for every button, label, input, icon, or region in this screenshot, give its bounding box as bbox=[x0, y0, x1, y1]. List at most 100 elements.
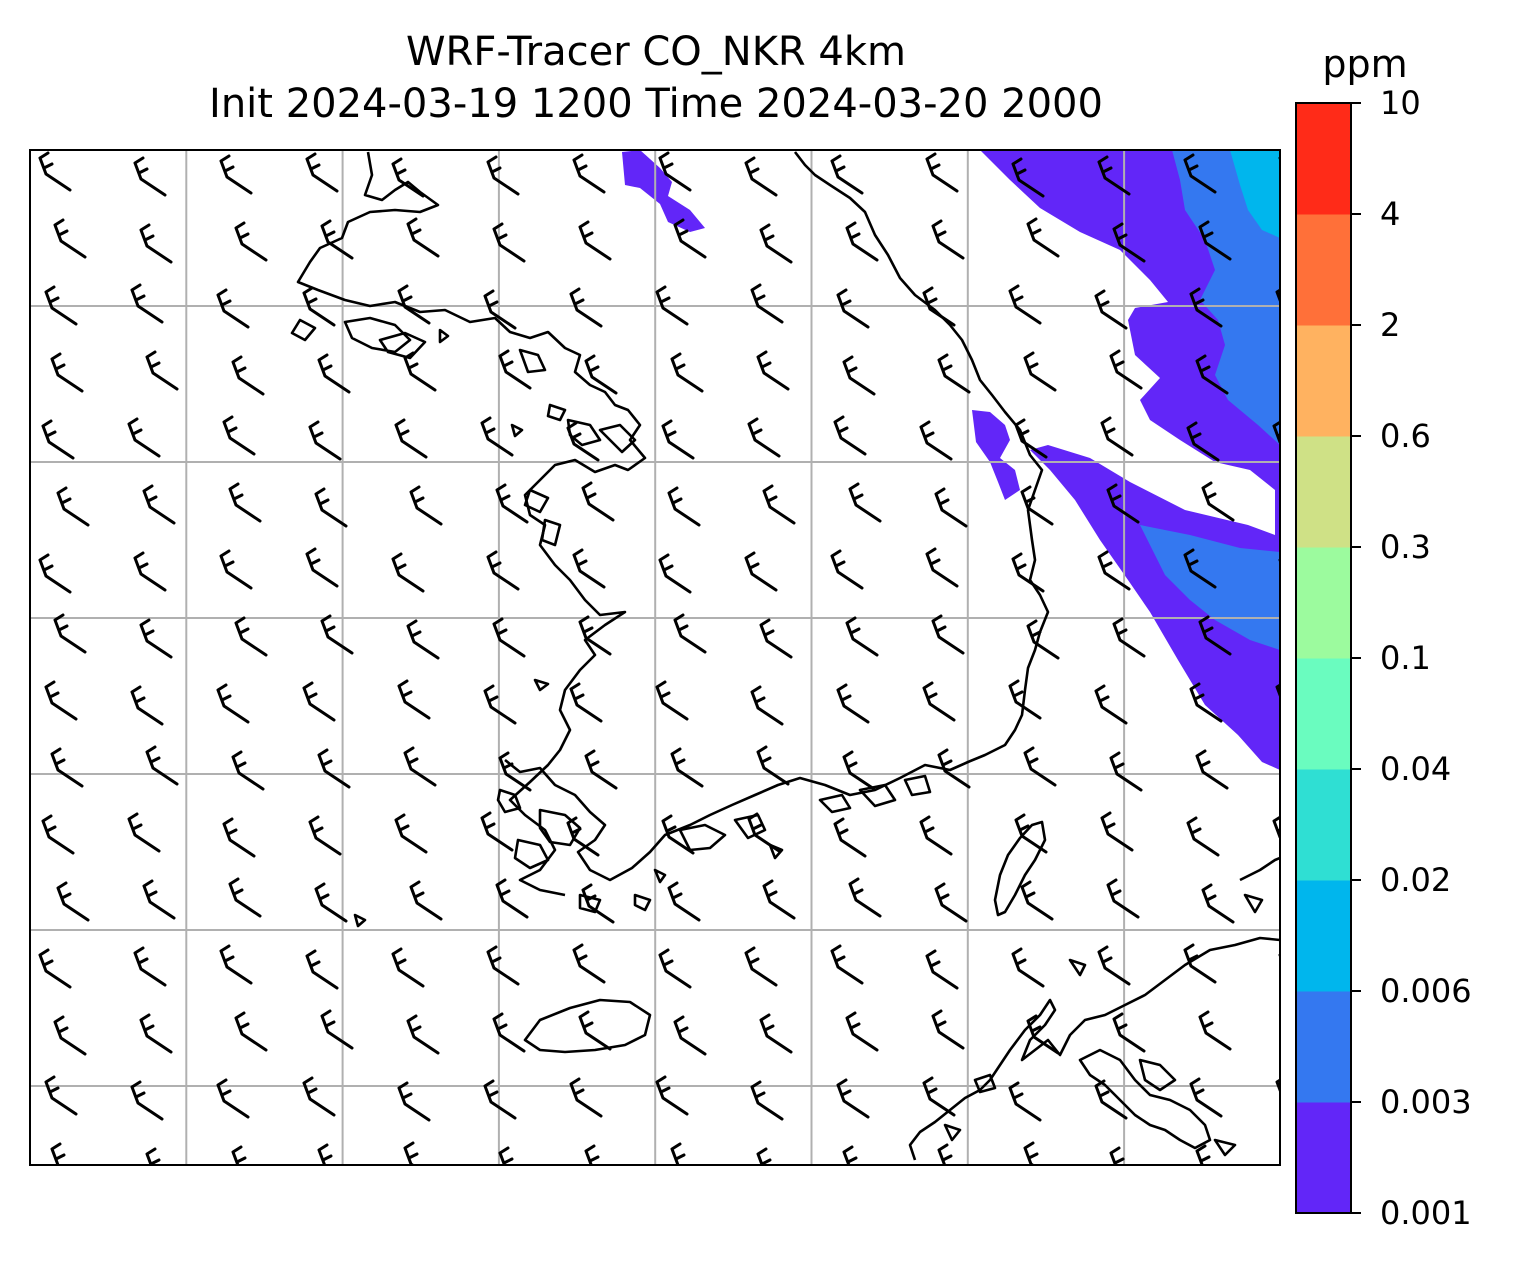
colorbar-segment bbox=[1296, 658, 1351, 770]
wind-barb bbox=[145, 745, 179, 786]
wind-barb bbox=[41, 419, 75, 460]
wind-barb bbox=[1094, 289, 1128, 330]
wind-barb bbox=[314, 882, 348, 923]
wind-barb bbox=[658, 948, 692, 989]
colorbar-tick-label: 0.006 bbox=[1380, 972, 1472, 1010]
wind-barb bbox=[1014, 418, 1048, 459]
wind-barb bbox=[1011, 552, 1045, 593]
wind-barb bbox=[305, 152, 339, 193]
wind-barb bbox=[566, 421, 600, 462]
wind-barb bbox=[581, 883, 615, 924]
wind-barb bbox=[403, 1141, 419, 1165]
wind-barb bbox=[498, 349, 532, 390]
colorbar-tick-label: 0.1 bbox=[1380, 639, 1431, 677]
wind-barb bbox=[925, 152, 959, 193]
wind-barb bbox=[1014, 813, 1048, 854]
wind-barb bbox=[747, 812, 781, 853]
wind-barb bbox=[572, 548, 606, 589]
map-gridlines bbox=[30, 150, 1280, 1165]
wind-barb bbox=[1100, 416, 1134, 457]
wind-barb bbox=[673, 1015, 707, 1056]
wind-barb bbox=[492, 1012, 526, 1053]
map-area bbox=[30, 150, 1280, 1165]
wind-barb bbox=[486, 155, 520, 196]
wind-barb bbox=[919, 420, 953, 461]
wind-barb bbox=[305, 547, 339, 588]
wind-barb bbox=[397, 679, 431, 720]
wind-barb bbox=[744, 551, 778, 592]
plume-mid-band-east bbox=[1172, 150, 1280, 445]
coastline-islands-south bbox=[353, 774, 932, 928]
wind-barb bbox=[50, 1142, 66, 1165]
wind-barb bbox=[1109, 1146, 1125, 1165]
wind-barb bbox=[569, 287, 603, 328]
coastline-south-mainland bbox=[504, 151, 1050, 882]
wind-barb bbox=[53, 613, 87, 654]
wind-barb bbox=[44, 1075, 78, 1116]
wind-barb bbox=[750, 1080, 784, 1121]
plume-fragment-north bbox=[622, 150, 705, 232]
wind-barb bbox=[234, 616, 268, 657]
wind-barb bbox=[44, 285, 78, 326]
wind-barb bbox=[919, 815, 953, 856]
wind-barb bbox=[139, 1013, 173, 1054]
plume-fragment-coast bbox=[972, 410, 1020, 500]
wind-barb bbox=[1112, 222, 1146, 263]
wind-barb bbox=[1186, 421, 1220, 462]
wind-barb bbox=[667, 486, 701, 527]
wind-barb bbox=[661, 419, 695, 460]
wind-barb bbox=[1094, 1079, 1128, 1120]
wind-barb bbox=[1112, 617, 1146, 658]
wind-barb bbox=[569, 1077, 603, 1118]
wind-barb bbox=[1112, 1012, 1146, 1053]
wind-barb bbox=[842, 1145, 858, 1165]
wind-barb bbox=[658, 151, 692, 192]
wind-barb bbox=[1195, 1144, 1211, 1165]
wind-barb bbox=[922, 681, 956, 722]
wind-barb bbox=[1198, 220, 1232, 261]
wind-barb bbox=[842, 750, 876, 791]
wind-barb bbox=[848, 482, 882, 523]
wind-barb bbox=[320, 614, 354, 655]
wind-barb bbox=[391, 947, 425, 988]
wind-barb bbox=[756, 1147, 772, 1165]
wind-barb bbox=[1097, 945, 1131, 986]
colorbar-segment bbox=[1296, 769, 1351, 881]
wind-barb bbox=[409, 880, 443, 921]
wind-barb bbox=[1183, 943, 1217, 984]
wind-barb bbox=[667, 881, 701, 922]
wind-barb bbox=[38, 948, 72, 989]
wind-barb bbox=[661, 814, 695, 855]
wind-barb bbox=[41, 814, 75, 855]
wind-barb bbox=[572, 153, 606, 194]
wind-barb bbox=[56, 486, 90, 527]
wind-barb bbox=[1198, 615, 1232, 656]
wind-barb bbox=[762, 879, 796, 920]
wind-barb bbox=[1011, 947, 1045, 988]
wind-barb bbox=[394, 813, 428, 854]
wind-barb bbox=[228, 877, 262, 918]
wind-barb bbox=[848, 877, 882, 918]
colorbar-segment bbox=[1296, 991, 1351, 1103]
wind-barb bbox=[403, 351, 437, 392]
colorbar bbox=[1296, 102, 1361, 1214]
wind-barb bbox=[1097, 550, 1131, 591]
wind-barb bbox=[1020, 485, 1054, 526]
wind-barb bbox=[578, 615, 612, 656]
wind-barb bbox=[391, 157, 425, 198]
wind-barb bbox=[139, 223, 173, 264]
wind-barb bbox=[397, 284, 431, 325]
wind-barb bbox=[922, 1076, 956, 1117]
wind-barb bbox=[931, 614, 965, 655]
wind-barb bbox=[578, 1010, 612, 1051]
wind-barb bbox=[759, 1013, 793, 1054]
wind-barb bbox=[317, 1143, 333, 1165]
wind-barb bbox=[216, 1078, 250, 1119]
wind-barb bbox=[1106, 878, 1140, 919]
wind-barb bbox=[394, 418, 428, 459]
wind-barb bbox=[38, 151, 72, 192]
wind-barb bbox=[145, 350, 179, 391]
wind-barb bbox=[584, 749, 618, 790]
colorbar-tick-label: 10 bbox=[1380, 84, 1421, 122]
